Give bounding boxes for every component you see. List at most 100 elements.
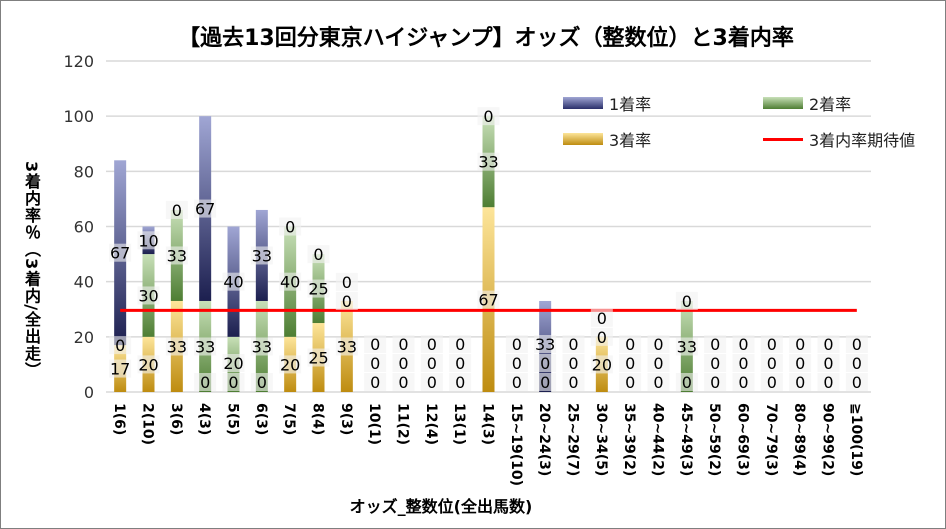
legend-item-1st: 1着率 (563, 91, 651, 115)
data-label-bg (335, 337, 358, 356)
data-label: 67 (195, 200, 215, 219)
data-label: 0 (285, 218, 295, 237)
x-tick-label: 12(4) (423, 403, 439, 445)
data-label-bg (845, 354, 868, 372)
data-label-bg (222, 373, 245, 391)
legend-swatch-3rd (563, 133, 603, 145)
data-label-bg (590, 327, 613, 346)
data-label-bg (137, 231, 160, 250)
data-label: 0 (398, 335, 408, 354)
x-tick-label: 35~39(2) (621, 403, 637, 476)
data-label-bg (562, 354, 585, 372)
y-tick-label: 40 (74, 273, 94, 292)
data-label: 0 (370, 354, 380, 373)
x-tick-label: 90~99(2) (820, 403, 836, 476)
data-label: 0 (823, 354, 833, 373)
data-label: 0 (540, 354, 550, 373)
y-tick-label: 20 (74, 328, 94, 347)
data-label: 0 (455, 335, 465, 354)
x-axis-label: オッズ_整数位(全出馬数) (349, 497, 533, 516)
data-label: 33 (252, 337, 272, 356)
data-label: 40 (223, 273, 243, 292)
data-label-bg (307, 348, 330, 367)
data-label-bg (619, 354, 642, 372)
data-label-bg (704, 335, 727, 353)
data-label-bg (505, 373, 528, 391)
data-label: 33 (195, 337, 215, 356)
data-label: 0 (313, 245, 323, 264)
data-label-bg (817, 373, 840, 391)
data-label: 0 (767, 373, 777, 392)
x-tick-label: 80~89(4) (791, 403, 807, 476)
data-label-bg (732, 335, 755, 353)
data-label: 0 (427, 373, 437, 392)
data-label: 0 (398, 373, 408, 392)
data-label: 33 (337, 337, 357, 356)
data-label: 25 (308, 349, 328, 368)
y-axis-label: 3着内率％（3着内/全出走） (22, 161, 41, 380)
data-label-bg (675, 373, 698, 391)
data-label: 0 (710, 373, 720, 392)
data-label-bg (817, 335, 840, 353)
data-label-bg (789, 373, 812, 391)
data-label: 67 (478, 291, 498, 310)
x-tick-label: 8(4) (310, 403, 326, 435)
data-label-bg (137, 286, 160, 305)
y-tick-label: 100 (63, 107, 94, 126)
data-label-bg (562, 335, 585, 353)
data-label: 0 (370, 335, 380, 354)
data-label: 0 (455, 373, 465, 392)
data-label: 0 (653, 354, 663, 373)
data-label: 0 (257, 373, 267, 392)
data-label: 0 (625, 335, 635, 354)
data-label: 0 (852, 373, 862, 392)
data-label-bg (704, 373, 727, 391)
data-label-bg (279, 355, 302, 374)
data-label: 0 (767, 354, 777, 373)
data-label-bg (449, 373, 472, 391)
data-label: 20 (138, 355, 158, 374)
x-tick-label: 60~69(3) (735, 403, 751, 476)
data-label-bg (505, 335, 528, 353)
data-label-bg (364, 335, 387, 353)
data-label: 0 (710, 335, 720, 354)
data-label: 20 (592, 355, 612, 374)
data-label: 0 (115, 336, 125, 355)
y-tick-label: 0 (84, 383, 94, 402)
data-label: 0 (512, 354, 522, 373)
data-label-bg (449, 354, 472, 372)
data-label: 0 (370, 373, 380, 392)
y-tick-label: 80 (74, 162, 94, 181)
data-label-bg (845, 335, 868, 353)
data-label-bg (109, 243, 132, 262)
data-label-bg (420, 373, 443, 391)
data-label-bg (335, 272, 358, 291)
data-label-bg (250, 373, 273, 391)
data-label-bg (675, 337, 698, 356)
x-tick-label: 3(6) (168, 403, 184, 435)
legend-item-2nd: 2着率 (763, 91, 851, 115)
data-label-bg (165, 337, 188, 356)
data-label: 0 (852, 354, 862, 373)
data-label-bg (279, 217, 302, 236)
x-tick-label: 7(5) (281, 403, 297, 435)
data-label: 0 (653, 373, 663, 392)
legend-swatch-2nd (763, 97, 803, 109)
x-tick-label: 40~44(2) (650, 403, 666, 476)
data-label-bg (165, 246, 188, 265)
data-label-bg (307, 245, 330, 264)
x-tick-label: 13(1) (451, 403, 467, 445)
chart-title: 【過去13回分東京ハイジャンプ】オッズ（整数位）と3着内率 (178, 26, 794, 51)
data-label-bg (562, 373, 585, 391)
data-label: 0 (172, 201, 182, 220)
x-tick-label: 5(5) (225, 403, 241, 435)
data-label-bg (619, 335, 642, 353)
data-label: 10 (138, 231, 158, 250)
data-label-bg (194, 337, 217, 356)
data-label-bg (647, 373, 670, 391)
data-label-bg (590, 308, 613, 327)
y-tick-label: 120 (63, 52, 94, 71)
data-label-bg (477, 152, 500, 171)
data-label: 0 (795, 373, 805, 392)
data-label-bg (420, 335, 443, 353)
